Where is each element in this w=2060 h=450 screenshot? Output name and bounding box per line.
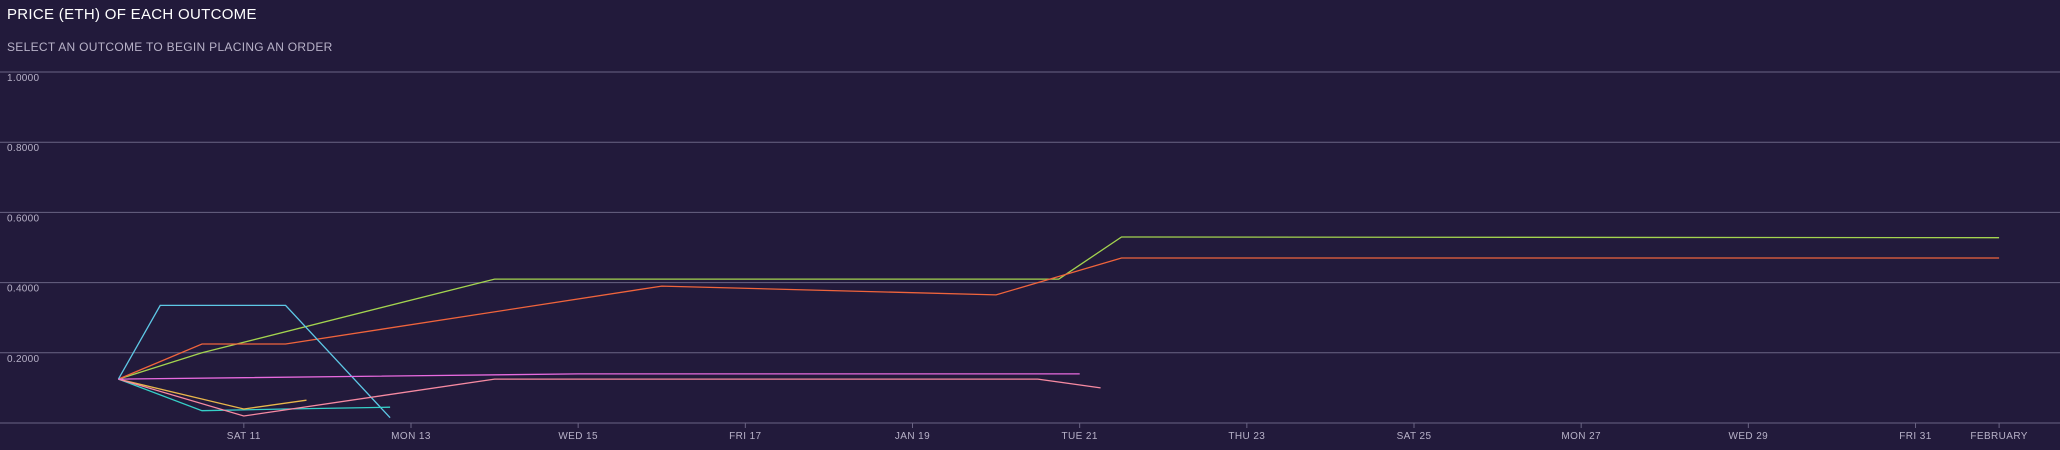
y-tick-label: 1.0000 (7, 73, 40, 84)
x-tick-label: WED 15 (558, 431, 598, 442)
chart-subtitle: SELECT AN OUTCOME TO BEGIN PLACING AN OR… (7, 40, 333, 54)
x-tick-label: FRI 17 (729, 431, 761, 442)
x-tick-label: TUE 21 (1062, 431, 1098, 442)
series-line-3[interactable] (117, 304, 391, 419)
x-tick-label: WED 29 (1729, 431, 1769, 442)
y-tick-label: 0.2000 (7, 354, 40, 365)
series-line-1[interactable] (118, 236, 2000, 380)
x-tick-label: JAN 19 (895, 431, 930, 442)
y-tick-label: 0.6000 (7, 213, 40, 224)
x-tick-label: FEBRUARY (1970, 431, 2027, 442)
chart-title: PRICE (ETH) OF EACH OUTCOME (7, 6, 257, 23)
x-tick-label: SAT 11 (227, 431, 261, 442)
x-axis-ticks: SAT 11 MON 13 WED 15 FRI 17 JAN 19 TUE 21 THU … (227, 423, 2027, 442)
x-tick-label: MON 27 (1561, 431, 1601, 442)
grid-lines (0, 71, 2060, 424)
x-tick-label: MON 13 (391, 431, 431, 442)
x-tick-label: FRI 31 (1899, 431, 1931, 442)
x-tick-label: SAT 25 (1397, 431, 1432, 442)
series-line-7[interactable] (118, 373, 1080, 380)
series-line-2[interactable] (118, 257, 2000, 380)
y-tick-label: 0.8000 (7, 143, 40, 154)
y-axis-ticks: 1.0000 0.8000 0.6000 0.4000 0.2000 (7, 73, 40, 365)
x-tick-label: THU 23 (1228, 431, 1265, 442)
series-line-6[interactable] (118, 378, 1101, 417)
y-tick-label: 0.4000 (7, 284, 40, 295)
series-line-4[interactable] (118, 378, 391, 412)
series-lines (117, 236, 2000, 419)
series-line-5[interactable] (118, 378, 307, 410)
